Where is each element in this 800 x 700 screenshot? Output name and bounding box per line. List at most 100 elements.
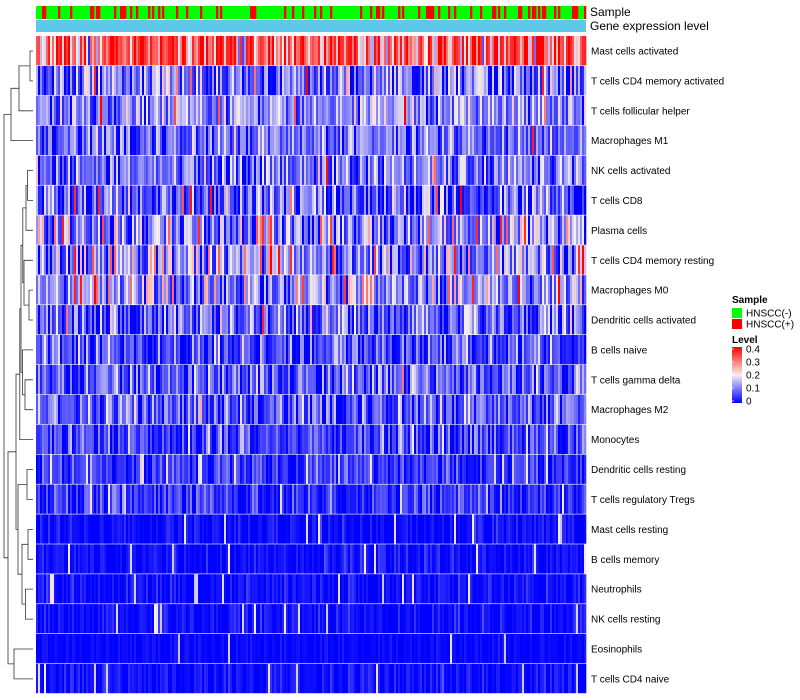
heatmap-cell — [442, 245, 445, 275]
heatmap-cell — [252, 95, 255, 126]
heatmap-cell — [482, 95, 485, 126]
heatmap-cell — [406, 335, 409, 365]
heatmap-cell — [272, 245, 275, 275]
heatmap-cell — [196, 364, 199, 395]
heatmap-cell — [198, 275, 201, 305]
heatmap-cell — [570, 65, 573, 96]
heatmap-cell — [108, 185, 111, 215]
heatmap-cell — [458, 245, 461, 275]
heatmap-cell — [216, 275, 219, 305]
heatmap-cell — [424, 65, 427, 96]
heatmap-cell — [258, 155, 261, 185]
heatmap-cell — [428, 454, 431, 484]
heatmap-cell — [36, 275, 39, 305]
heatmap-cell — [376, 335, 379, 365]
heatmap-cell — [72, 484, 75, 514]
heatmap-cell — [444, 335, 447, 365]
heatmap-cell — [260, 245, 263, 275]
heatmap-cell — [458, 544, 461, 574]
heatmap-cell — [376, 65, 379, 96]
heatmap-cell — [56, 484, 59, 514]
heatmap-cell — [70, 305, 73, 335]
heatmap-cell — [158, 514, 161, 544]
heatmap-cell — [212, 364, 215, 395]
heatmap-cell — [326, 275, 329, 305]
heatmap-cell — [536, 394, 539, 425]
heatmap-cell — [48, 305, 51, 335]
heatmap-cell — [276, 454, 279, 484]
heatmap-cell — [458, 275, 461, 305]
heatmap-cell — [206, 335, 209, 365]
heatmap-cell — [378, 275, 381, 305]
heatmap-cell — [398, 305, 401, 335]
heatmap-cell — [536, 364, 539, 395]
heatmap-cell — [48, 95, 51, 126]
heatmap-cell — [220, 215, 223, 245]
heatmap-cell — [238, 544, 241, 574]
heatmap-cell — [474, 364, 477, 395]
heatmap-cell — [372, 95, 375, 126]
heatmap-cell — [286, 514, 289, 544]
heatmap-cell — [526, 514, 529, 544]
heatmap-cell — [308, 275, 311, 305]
heatmap-cell — [536, 454, 539, 484]
heatmap-cell — [240, 364, 243, 395]
heatmap-cell — [394, 335, 397, 365]
heatmap-cell — [264, 215, 267, 245]
heatmap-cell — [468, 544, 471, 574]
heatmap-cell — [104, 394, 107, 425]
heatmap-cell — [542, 514, 545, 544]
heatmap-cell — [50, 484, 53, 514]
heatmap-cell — [300, 95, 303, 126]
heatmap-cell — [326, 484, 329, 514]
heatmap-cell — [374, 364, 377, 395]
heatmap-cell — [252, 364, 255, 395]
heatmap-cell — [576, 36, 579, 66]
heatmap-cell — [498, 364, 501, 395]
heatmap-cell — [584, 305, 587, 335]
heatmap-cell — [62, 305, 65, 335]
heatmap-cell — [118, 484, 121, 514]
heatmap-cell — [426, 185, 429, 215]
heatmap-cell — [484, 155, 487, 185]
heatmap-cell — [302, 484, 305, 514]
heatmap-cell — [178, 185, 181, 215]
heatmap-cell — [578, 36, 581, 66]
heatmap-cell — [334, 125, 337, 155]
heatmap-cell — [146, 514, 149, 544]
heatmap-cell — [446, 65, 449, 96]
heatmap-cell — [536, 155, 539, 185]
heatmap-cell — [574, 125, 577, 155]
heatmap-cell — [306, 364, 309, 395]
heatmap-cell — [492, 364, 495, 395]
heatmap-cell — [216, 305, 219, 335]
heatmap-cell — [464, 215, 467, 245]
heatmap-cell — [330, 215, 333, 245]
heatmap-cell — [54, 484, 57, 514]
heatmap-cell — [290, 305, 293, 335]
heatmap-cell — [102, 65, 105, 96]
heatmap-cell — [170, 245, 173, 275]
heatmap-cell — [232, 125, 235, 155]
heatmap-cell — [522, 155, 525, 185]
heatmap-cell — [82, 95, 85, 126]
heatmap-cell — [318, 36, 321, 66]
heatmap-cell — [478, 364, 481, 395]
heatmap-cell — [450, 215, 453, 245]
heatmap-cell — [574, 484, 577, 514]
heatmap-cell — [560, 544, 563, 574]
heatmap-cell — [424, 245, 427, 275]
heatmap-cell — [396, 484, 399, 514]
heatmap-cell — [552, 185, 555, 215]
heatmap-cell — [182, 514, 185, 544]
heatmap-cell — [500, 155, 503, 185]
heatmap-cell — [264, 424, 267, 454]
heatmap-cell — [428, 125, 431, 155]
heatmap-cell — [216, 484, 219, 514]
heatmap-cell — [194, 335, 197, 365]
heatmap-cell — [570, 514, 573, 544]
heatmap-cell — [498, 305, 501, 335]
heatmap-cell — [186, 544, 189, 574]
heatmap-cell — [234, 185, 237, 215]
heatmap-cell — [304, 394, 307, 425]
